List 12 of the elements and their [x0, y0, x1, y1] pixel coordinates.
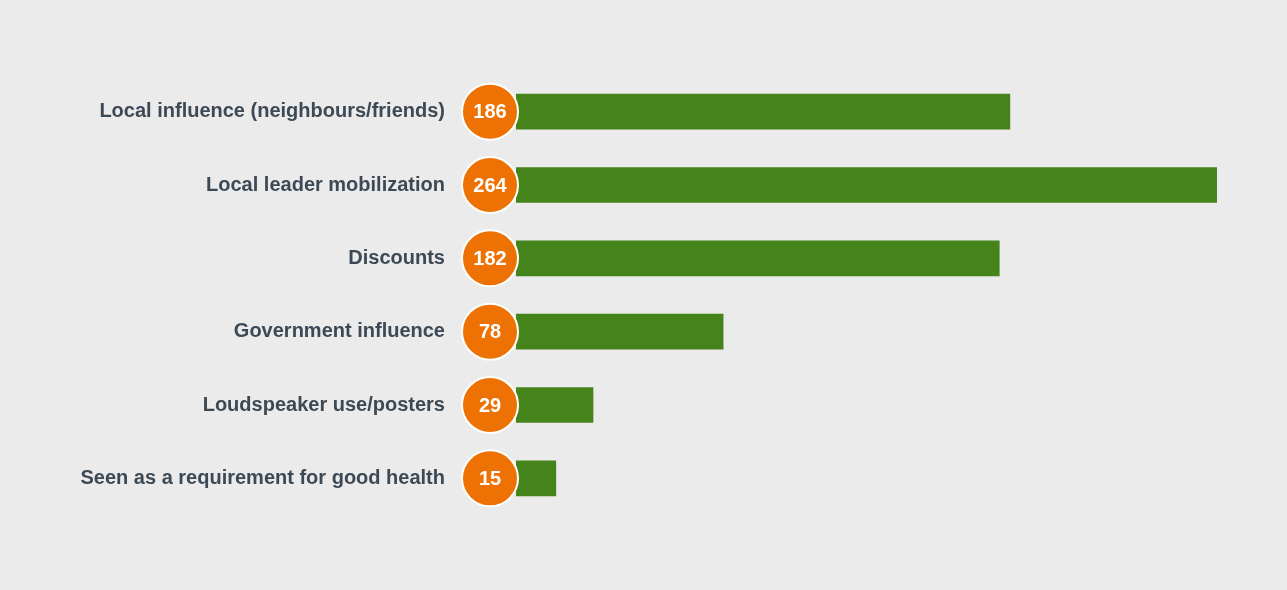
y-tick-label: Government influence [233, 319, 445, 342]
y-tick-label: Seen as a requirement for good health [80, 465, 445, 488]
y-tick-label: Discounts [348, 245, 445, 268]
data-label: 15 [478, 466, 502, 489]
data-label: 186 [473, 100, 507, 123]
y-tick-label: Local leader mobilization [206, 172, 445, 195]
y-tick-label: Local influence (neighbours/friends) [99, 99, 445, 122]
data-label: 182 [473, 246, 507, 269]
y-tick-label: Loudspeaker use/posters [202, 392, 445, 415]
data-label: 78 [478, 320, 502, 343]
data-label: 29 [478, 393, 502, 416]
data-label: 264 [473, 173, 508, 196]
